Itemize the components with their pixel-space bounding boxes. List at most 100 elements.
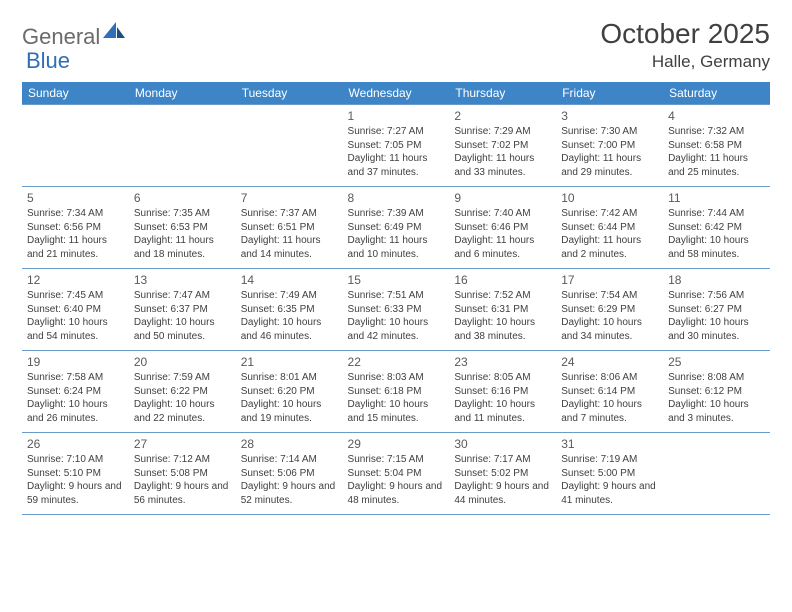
day-sun-info: Sunrise: 7:39 AMSunset: 6:49 PMDaylight:… [348,207,445,261]
calendar-cell: 28Sunrise: 7:14 AMSunset: 5:06 PMDayligh… [236,433,343,515]
calendar-cell: 5Sunrise: 7:34 AMSunset: 6:56 PMDaylight… [22,187,129,269]
day-sun-info: Sunrise: 7:56 AMSunset: 6:27 PMDaylight:… [668,289,765,343]
day-number: 3 [561,108,658,124]
day-number: 24 [561,354,658,370]
page-header: General October 2025 Halle, Germany [22,18,770,72]
day-sun-info: Sunrise: 7:35 AMSunset: 6:53 PMDaylight:… [134,207,231,261]
day-sun-info: Sunrise: 7:42 AMSunset: 6:44 PMDaylight:… [561,207,658,261]
day-number: 5 [27,190,124,206]
dayheader-wed: Wednesday [343,82,450,105]
day-number: 27 [134,436,231,452]
day-sun-info: Sunrise: 7:49 AMSunset: 6:35 PMDaylight:… [241,289,338,343]
calendar-cell: 13Sunrise: 7:47 AMSunset: 6:37 PMDayligh… [129,269,236,351]
calendar-cell: 1Sunrise: 7:27 AMSunset: 7:05 PMDaylight… [343,105,450,187]
day-sun-info: Sunrise: 7:14 AMSunset: 5:06 PMDaylight:… [241,453,338,507]
brand-part2: Blue [26,48,70,73]
day-number: 17 [561,272,658,288]
day-sun-info: Sunrise: 7:10 AMSunset: 5:10 PMDaylight:… [27,453,124,507]
day-sun-info: Sunrise: 8:05 AMSunset: 6:16 PMDaylight:… [454,371,551,425]
calendar-row: 1Sunrise: 7:27 AMSunset: 7:05 PMDaylight… [22,105,770,187]
calendar-cell: 10Sunrise: 7:42 AMSunset: 6:44 PMDayligh… [556,187,663,269]
day-sun-info: Sunrise: 7:44 AMSunset: 6:42 PMDaylight:… [668,207,765,261]
calendar-cell: 14Sunrise: 7:49 AMSunset: 6:35 PMDayligh… [236,269,343,351]
calendar-cell: 26Sunrise: 7:10 AMSunset: 5:10 PMDayligh… [22,433,129,515]
day-number: 15 [348,272,445,288]
calendar-page: General October 2025 Halle, Germany Blue… [0,0,792,527]
sail-icon [103,22,125,40]
calendar-row: 19Sunrise: 7:58 AMSunset: 6:24 PMDayligh… [22,351,770,433]
calendar-cell: 11Sunrise: 7:44 AMSunset: 6:42 PMDayligh… [663,187,770,269]
calendar-cell: 2Sunrise: 7:29 AMSunset: 7:02 PMDaylight… [449,105,556,187]
calendar-row: 12Sunrise: 7:45 AMSunset: 6:40 PMDayligh… [22,269,770,351]
day-number: 29 [348,436,445,452]
location-label: Halle, Germany [600,52,770,72]
calendar-cell: 24Sunrise: 8:06 AMSunset: 6:14 PMDayligh… [556,351,663,433]
day-number: 26 [27,436,124,452]
calendar-cell: 19Sunrise: 7:58 AMSunset: 6:24 PMDayligh… [22,351,129,433]
calendar-row: 26Sunrise: 7:10 AMSunset: 5:10 PMDayligh… [22,433,770,515]
day-number: 18 [668,272,765,288]
day-sun-info: Sunrise: 7:52 AMSunset: 6:31 PMDaylight:… [454,289,551,343]
day-number: 7 [241,190,338,206]
calendar-cell: 22Sunrise: 8:03 AMSunset: 6:18 PMDayligh… [343,351,450,433]
day-sun-info: Sunrise: 7:47 AMSunset: 6:37 PMDaylight:… [134,289,231,343]
day-sun-info: Sunrise: 7:40 AMSunset: 6:46 PMDaylight:… [454,207,551,261]
day-sun-info: Sunrise: 8:06 AMSunset: 6:14 PMDaylight:… [561,371,658,425]
calendar-cell [236,105,343,187]
brand-logo: General [22,24,127,50]
day-number: 30 [454,436,551,452]
calendar-cell: 16Sunrise: 7:52 AMSunset: 6:31 PMDayligh… [449,269,556,351]
day-sun-info: Sunrise: 7:19 AMSunset: 5:00 PMDaylight:… [561,453,658,507]
month-title: October 2025 [600,18,770,50]
calendar-cell: 8Sunrise: 7:39 AMSunset: 6:49 PMDaylight… [343,187,450,269]
day-sun-info: Sunrise: 8:03 AMSunset: 6:18 PMDaylight:… [348,371,445,425]
day-number: 23 [454,354,551,370]
day-sun-info: Sunrise: 7:15 AMSunset: 5:04 PMDaylight:… [348,453,445,507]
calendar-cell: 3Sunrise: 7:30 AMSunset: 7:00 PMDaylight… [556,105,663,187]
day-number: 19 [27,354,124,370]
dayheader-thu: Thursday [449,82,556,105]
day-number: 6 [134,190,231,206]
dayheader-fri: Friday [556,82,663,105]
calendar-row: 5Sunrise: 7:34 AMSunset: 6:56 PMDaylight… [22,187,770,269]
dayheader-tue: Tuesday [236,82,343,105]
calendar-cell [129,105,236,187]
dayheader-sat: Saturday [663,82,770,105]
day-sun-info: Sunrise: 7:30 AMSunset: 7:00 PMDaylight:… [561,125,658,179]
calendar-cell: 23Sunrise: 8:05 AMSunset: 6:16 PMDayligh… [449,351,556,433]
day-sun-info: Sunrise: 7:58 AMSunset: 6:24 PMDaylight:… [27,371,124,425]
day-sun-info: Sunrise: 7:12 AMSunset: 5:08 PMDaylight:… [134,453,231,507]
title-block: October 2025 Halle, Germany [600,18,770,72]
calendar-cell: 25Sunrise: 8:08 AMSunset: 6:12 PMDayligh… [663,351,770,433]
calendar-head: Sunday Monday Tuesday Wednesday Thursday… [22,82,770,105]
day-header-row: Sunday Monday Tuesday Wednesday Thursday… [22,82,770,105]
day-number: 10 [561,190,658,206]
day-sun-info: Sunrise: 7:54 AMSunset: 6:29 PMDaylight:… [561,289,658,343]
day-sun-info: Sunrise: 7:27 AMSunset: 7:05 PMDaylight:… [348,125,445,179]
day-sun-info: Sunrise: 8:08 AMSunset: 6:12 PMDaylight:… [668,371,765,425]
brand-part2-wrap: Blue [26,48,70,74]
calendar-cell [663,433,770,515]
day-number: 14 [241,272,338,288]
day-sun-info: Sunrise: 7:34 AMSunset: 6:56 PMDaylight:… [27,207,124,261]
day-number: 22 [348,354,445,370]
day-sun-info: Sunrise: 7:29 AMSunset: 7:02 PMDaylight:… [454,125,551,179]
calendar-cell: 4Sunrise: 7:32 AMSunset: 6:58 PMDaylight… [663,105,770,187]
calendar-cell: 9Sunrise: 7:40 AMSunset: 6:46 PMDaylight… [449,187,556,269]
day-number: 4 [668,108,765,124]
day-number: 8 [348,190,445,206]
day-sun-info: Sunrise: 8:01 AMSunset: 6:20 PMDaylight:… [241,371,338,425]
day-number: 11 [668,190,765,206]
calendar-body: 1Sunrise: 7:27 AMSunset: 7:05 PMDaylight… [22,105,770,515]
day-sun-info: Sunrise: 7:17 AMSunset: 5:02 PMDaylight:… [454,453,551,507]
calendar-cell: 15Sunrise: 7:51 AMSunset: 6:33 PMDayligh… [343,269,450,351]
day-number: 2 [454,108,551,124]
calendar-cell: 7Sunrise: 7:37 AMSunset: 6:51 PMDaylight… [236,187,343,269]
calendar-cell: 12Sunrise: 7:45 AMSunset: 6:40 PMDayligh… [22,269,129,351]
day-number: 9 [454,190,551,206]
day-number: 31 [561,436,658,452]
dayheader-sun: Sunday [22,82,129,105]
day-number: 21 [241,354,338,370]
day-number: 20 [134,354,231,370]
calendar-cell: 27Sunrise: 7:12 AMSunset: 5:08 PMDayligh… [129,433,236,515]
